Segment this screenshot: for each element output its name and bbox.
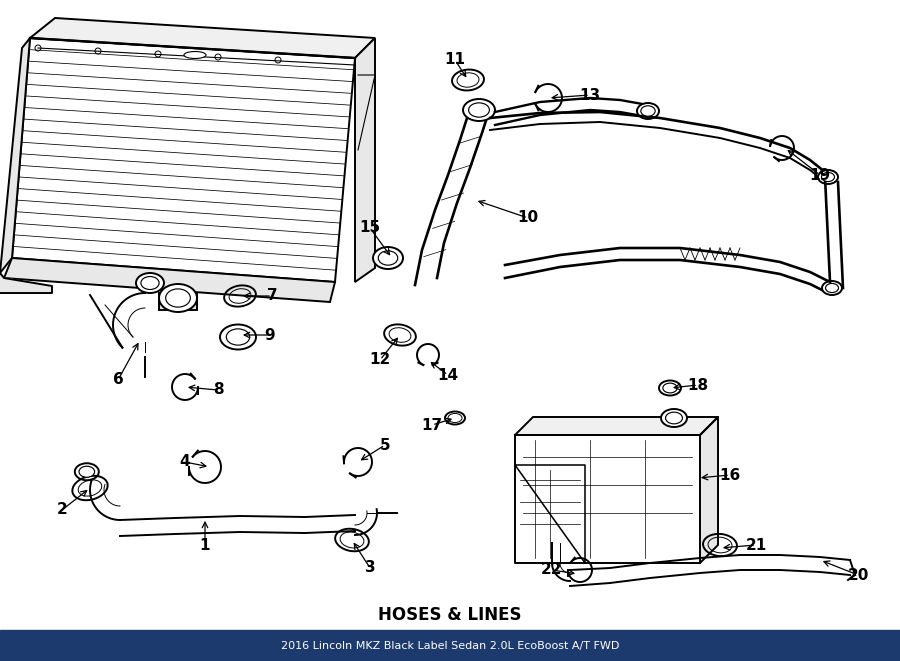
Text: 9: 9 [265,327,275,342]
Ellipse shape [373,247,403,269]
Polygon shape [355,38,375,282]
Text: 21: 21 [745,537,767,553]
Polygon shape [113,293,145,348]
Ellipse shape [378,251,398,265]
Ellipse shape [159,284,197,312]
Ellipse shape [184,52,206,59]
Text: 20: 20 [847,568,868,582]
Text: 14: 14 [437,368,459,383]
Ellipse shape [166,289,191,307]
Ellipse shape [818,170,838,184]
Ellipse shape [463,99,495,121]
Polygon shape [30,18,375,58]
Polygon shape [0,273,52,293]
Text: 4: 4 [180,455,190,469]
Ellipse shape [141,276,159,290]
Polygon shape [12,38,355,282]
Ellipse shape [75,463,99,481]
Text: 1: 1 [200,537,211,553]
Text: 2016 Lincoln MKZ Black Label Sedan 2.0L EcoBoost A/T FWD: 2016 Lincoln MKZ Black Label Sedan 2.0L … [281,641,619,650]
Polygon shape [159,293,197,310]
Text: 7: 7 [266,288,277,303]
Text: 22: 22 [541,563,562,578]
Text: 13: 13 [580,87,600,102]
Ellipse shape [662,383,677,393]
Ellipse shape [226,329,249,345]
Ellipse shape [136,273,164,293]
Ellipse shape [822,173,834,182]
Ellipse shape [637,103,659,119]
Ellipse shape [641,106,655,116]
Text: 12: 12 [369,352,391,368]
Text: 3: 3 [364,561,375,576]
Text: 16: 16 [719,467,741,483]
Ellipse shape [825,284,839,293]
Text: 10: 10 [518,210,538,225]
Polygon shape [0,38,30,273]
Ellipse shape [665,412,682,424]
Text: HOSES & LINES: HOSES & LINES [378,606,522,624]
Ellipse shape [659,381,681,395]
Polygon shape [515,417,718,435]
Text: 11: 11 [445,52,465,67]
Bar [0,630,900,661]
Text: 15: 15 [359,221,381,235]
Polygon shape [90,480,120,520]
Ellipse shape [79,466,94,477]
Polygon shape [415,108,490,285]
Ellipse shape [661,409,687,427]
Polygon shape [4,258,335,302]
Ellipse shape [469,103,490,117]
Polygon shape [700,417,718,563]
Text: 19: 19 [809,167,831,182]
Text: 6: 6 [112,373,123,387]
Polygon shape [515,435,700,563]
Polygon shape [355,509,377,535]
Text: 18: 18 [688,377,708,393]
Text: 5: 5 [380,438,391,453]
Text: 8: 8 [212,383,223,397]
Text: 17: 17 [421,418,443,432]
Ellipse shape [220,325,256,350]
Text: 2: 2 [57,502,68,518]
Ellipse shape [822,281,842,295]
